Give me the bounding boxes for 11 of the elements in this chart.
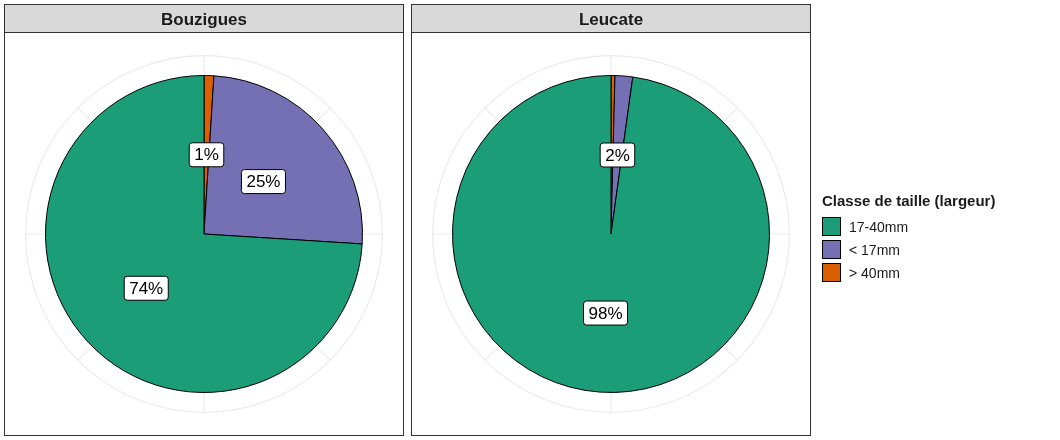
chart-title: Leucate [411,4,811,33]
data-label: 2% [605,145,630,165]
data-label: 74% [129,278,164,298]
legend-label: > 40mm [849,264,900,281]
data-label: 1% [194,145,219,165]
legend-title: Classe de taille (largeur) [822,192,996,209]
data-label: 25% [246,172,281,192]
chart-title: Bouzigues [4,4,404,33]
data-label: 98% [588,303,623,323]
legend-label: 17-40mm [849,218,909,235]
legend-label: < 17mm [849,241,900,258]
